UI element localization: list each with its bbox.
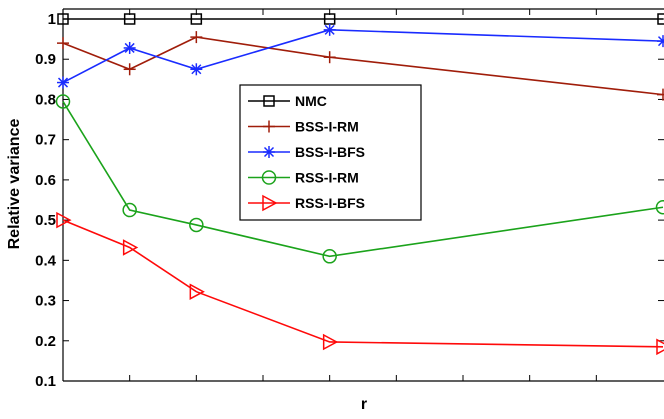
point-bss-i-rm bbox=[324, 51, 336, 63]
y-tick-label: 0.5 bbox=[35, 212, 56, 229]
legend-label-bss-i-bfs: BSS-I-BFS bbox=[295, 144, 365, 160]
point-bss-i-bfs bbox=[57, 77, 69, 89]
point-bss-i-rm bbox=[190, 31, 202, 43]
y-tick-label: 0.6 bbox=[35, 172, 56, 189]
y-axis-title: Relative variance bbox=[6, 119, 23, 250]
legend-label-rss-i-rm: RSS-I-RM bbox=[295, 170, 359, 186]
legend: NMC BSS-I-RM BSS-I-BFS RSS-I-RM RSS-I-BFS bbox=[240, 85, 421, 220]
y-tick-label: 0.3 bbox=[35, 293, 56, 310]
point-bss-i-rm bbox=[124, 63, 136, 75]
point-bss-i-bfs bbox=[324, 24, 336, 36]
y-tick-label: 0.7 bbox=[35, 132, 56, 149]
point-bss-i-rm bbox=[657, 89, 664, 101]
legend-label-rss-i-bfs: RSS-I-BFS bbox=[295, 195, 365, 211]
legend-label-bss-i-rm: BSS-I-RM bbox=[295, 119, 359, 135]
point-bss-i-bfs bbox=[190, 63, 202, 75]
legend-label-nmc: NMC bbox=[295, 93, 327, 109]
x-axis-title: r bbox=[361, 396, 367, 413]
point-bss-i-bfs bbox=[657, 35, 664, 47]
y-tick-label: 0.8 bbox=[35, 91, 56, 108]
point-bss-i-rm bbox=[57, 37, 69, 49]
series-line-rss-i-bfs bbox=[63, 220, 663, 347]
y-tick-label: 0.9 bbox=[35, 51, 56, 68]
y-tick-label: 0.1 bbox=[35, 373, 56, 390]
y-tick-label: 0.2 bbox=[35, 333, 56, 350]
legend-marker-bss-i-bfs bbox=[263, 146, 275, 158]
series-line-bss-i-bfs bbox=[63, 30, 663, 83]
point-bss-i-bfs bbox=[124, 42, 136, 54]
y-tick-label: 1 bbox=[48, 11, 56, 28]
y-tick-label: 0.4 bbox=[35, 252, 57, 269]
